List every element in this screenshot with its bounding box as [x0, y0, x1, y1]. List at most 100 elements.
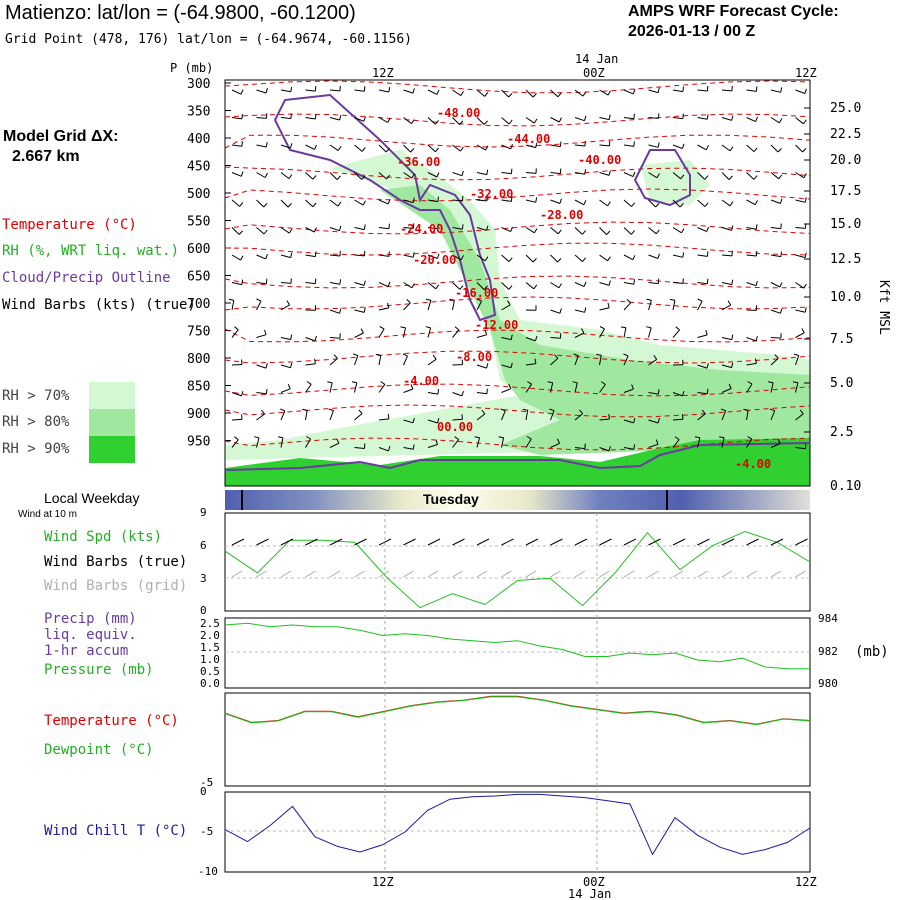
surface-wind-barb-grid: [697, 570, 708, 578]
wind-barb: [599, 89, 609, 96]
wind-barb-feather: [675, 326, 680, 331]
wind-barb-feather: [728, 383, 732, 389]
temperature-line: [224, 695, 811, 725]
precip-ytick: 2.5: [200, 617, 220, 630]
wind-barb-feather: [632, 255, 636, 260]
wind-barb-feather: [755, 335, 758, 341]
rh80-swatch: [89, 409, 135, 436]
wind-barb-feather: [484, 92, 489, 97]
wind-barb-feather: [728, 175, 733, 180]
wind-barb: [256, 413, 265, 421]
wind-barb-feather: [584, 307, 587, 313]
wind-barb-feather: [241, 141, 243, 147]
wind-barb: [403, 172, 413, 179]
wind-barb: [648, 358, 657, 366]
wind-barb: [329, 89, 341, 92]
wind-barb-feather: [655, 439, 659, 445]
wind-barb: [574, 144, 586, 147]
wind-barb: [672, 144, 683, 149]
wind-barb-feather: [388, 251, 390, 257]
wind-barb: [427, 227, 438, 230]
wind-barb-feather: [584, 115, 587, 121]
wind-barb-feather: [532, 258, 537, 263]
wind-barb-feather: [768, 381, 774, 384]
wind-barb: [403, 282, 413, 289]
wind-barb: [795, 413, 804, 421]
wind-barb: [672, 227, 682, 234]
temp-label: -40.00: [578, 153, 621, 167]
height-tick-label: 12.5: [830, 252, 861, 267]
wind-barb: [280, 172, 290, 179]
wind-barb-feather: [769, 408, 775, 412]
wind-barb: [378, 227, 389, 230]
wind-barb: [648, 227, 657, 235]
wind-barb-feather: [290, 362, 293, 368]
wind-barb: [427, 172, 438, 178]
temp-label: -48.00: [437, 106, 480, 120]
wind-barb: [599, 328, 605, 338]
pressure-tick-label: 700: [187, 297, 210, 312]
wind-barb-feather: [701, 409, 706, 415]
wind-barb-feather: [559, 308, 562, 314]
pressure-tick-label: 500: [187, 187, 210, 202]
cloud-outline: [224, 93, 811, 471]
wind-barb: [354, 89, 365, 92]
temperature-contour: [224, 350, 811, 364]
wind-barb-feather: [802, 148, 807, 153]
wind-barb: [256, 199, 265, 208]
wind-barb: [452, 89, 462, 97]
wind-barb: [672, 392, 683, 397]
temp-label: -4.00: [403, 374, 439, 388]
wind-barb-feather: [500, 408, 506, 412]
wind-barb: [770, 254, 781, 258]
wind-barb-feather: [435, 147, 439, 153]
wind-barb: [697, 117, 708, 120]
wind-barb: [721, 89, 733, 92]
wind-barb: [770, 89, 781, 93]
wind-barb: [525, 363, 536, 366]
wind-barb-feather: [579, 409, 584, 414]
wind-barbs-grid-label: Wind Barbs (grid): [44, 578, 188, 594]
wind-barb: [256, 117, 267, 119]
wind-barb-feather: [633, 444, 636, 450]
wind-barb-feather: [510, 168, 513, 174]
wind-barb: [427, 89, 438, 95]
wind-barb: [697, 300, 703, 311]
wind-barb-feather: [363, 116, 366, 122]
pressure-tick-label: 900: [187, 407, 210, 422]
wind-barb: [427, 282, 437, 290]
wind-barb-feather: [410, 384, 414, 390]
wind-barb-feather: [646, 326, 652, 329]
wind-barb-feather: [731, 334, 734, 340]
wind-barb-feather: [780, 251, 782, 257]
wind-barb-feather: [510, 362, 513, 368]
wind-barb-feather: [657, 87, 660, 93]
wind-barb: [329, 117, 340, 121]
wind-barb-feather: [290, 252, 293, 258]
wind-barb: [403, 199, 414, 204]
wind-barb: [378, 328, 385, 338]
wind-barb-feather: [779, 198, 783, 204]
wind-barb: [305, 89, 316, 92]
precip-ytick: 1.0: [200, 653, 220, 666]
wind-barb: [770, 410, 776, 421]
surface-wind-barb: [648, 538, 661, 546]
model-grid-label: Model Grid ΔX:: [3, 128, 119, 145]
wind-barb: [795, 355, 800, 366]
rh80-region: [380, 185, 810, 455]
wind-barb-feather: [461, 391, 464, 397]
wind-barb-feather: [314, 144, 317, 150]
wind-barb: [721, 337, 732, 341]
wind-barb-feather: [802, 119, 807, 125]
wind-barb-feather: [777, 148, 782, 153]
temp-label: -44.00: [507, 132, 550, 146]
wind-barb: [452, 282, 461, 290]
wind-barb-feather: [804, 307, 807, 313]
wind-barb-feather: [362, 200, 366, 206]
wind-barb-feather: [682, 252, 685, 258]
wind-barb-feather: [674, 436, 680, 441]
cycle-value: 2026-01-13 / 00 Z: [628, 23, 756, 40]
wind-barb: [623, 144, 634, 147]
wind-barb: [231, 300, 235, 311]
height-tick-label: 20.0: [830, 153, 861, 168]
